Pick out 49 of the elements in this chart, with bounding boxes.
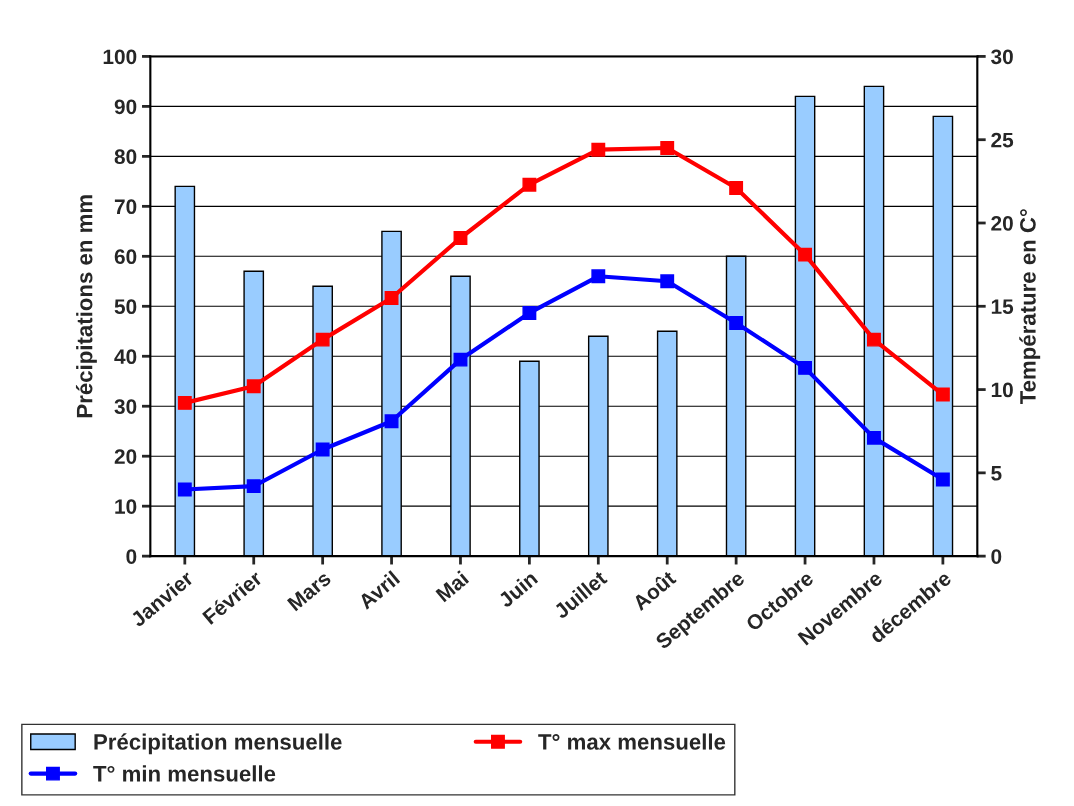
y2-tick-label: 0: [991, 549, 1002, 564]
y2-tick-label: 5: [991, 466, 1002, 481]
legend-label: T° min mensuelle: [93, 765, 276, 782]
point: [522, 177, 537, 192]
x-tick-label: Juin: [496, 570, 539, 609]
y-tick-label: 90: [114, 99, 137, 115]
point: [798, 360, 812, 375]
y-tick-label: 10: [115, 499, 137, 514]
y-tick-label: 0: [126, 549, 137, 564]
point: [867, 430, 881, 445]
legend-label: Précipitation mensuelle: [94, 733, 342, 755]
point: [935, 472, 950, 487]
y2-tick-label: 25: [991, 132, 1014, 148]
y-tick-label: 100: [103, 49, 137, 65]
point: [453, 352, 468, 367]
point: [315, 332, 330, 347]
point: [935, 387, 950, 402]
legend-label: T° max mensuelle: [538, 733, 726, 750]
point: [660, 274, 675, 289]
point: [522, 305, 537, 320]
y-tick-label: 20: [114, 449, 137, 464]
point: [591, 269, 606, 284]
point: [246, 379, 261, 394]
point: [729, 315, 744, 330]
y2-tick-label: 15: [991, 299, 1014, 315]
y-tick-label: 80: [114, 149, 137, 165]
y-tick-label: 40: [114, 349, 137, 365]
point: [177, 482, 192, 497]
y-tick-label: 60: [114, 249, 137, 265]
point: [177, 395, 192, 410]
point: [867, 332, 881, 347]
y2-tick-label: 10: [991, 382, 1013, 398]
point: [591, 142, 606, 157]
point: [798, 247, 812, 262]
y2-axis-title: Température en C°: [1019, 209, 1041, 405]
point: [315, 442, 330, 457]
y2-tick-label: 20: [991, 215, 1013, 231]
y-tick-label: 30: [114, 399, 137, 415]
y2-tick-label: 30: [991, 49, 1013, 65]
y-axis-title: Précipitations en mm: [75, 195, 97, 418]
point: [660, 141, 675, 155]
x-tick-label: Mai: [434, 570, 470, 603]
point: [384, 414, 399, 429]
point: [246, 479, 261, 494]
y-tick-label: 70: [114, 199, 137, 215]
y-tick-label: 50: [114, 299, 137, 315]
point: [453, 231, 468, 245]
point: [729, 181, 744, 195]
point: [384, 291, 399, 305]
